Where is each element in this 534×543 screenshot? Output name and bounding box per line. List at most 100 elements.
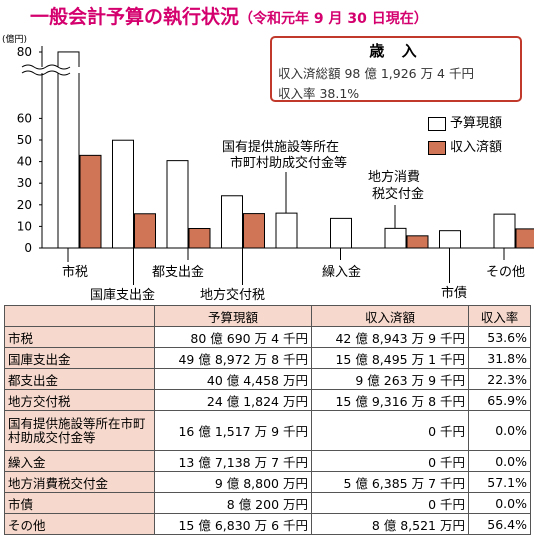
legend-item-budget: 予算現額 <box>428 112 502 131</box>
row-revenue: 8 億 8,521 万円 <box>311 513 469 535</box>
title-main: 一般会計予算の執行状況 <box>30 6 240 28</box>
category-label-line1: 地方消費 <box>368 169 420 185</box>
bar-budget <box>221 195 243 249</box>
legend-swatch-revenue <box>428 140 446 155</box>
table-row: 国庫支出金 49 億 8,972 万 8 千円 15 億 8,495 万 1 千円 3… <box>4 347 531 369</box>
row-revenue: 0 千円 <box>311 450 469 472</box>
y-tick-label: 10 <box>17 219 32 233</box>
bar-budget <box>112 139 134 249</box>
table-row: 市税 80 億 690 万 4 千円 42 億 8,943 万 9 千円 53.6% <box>4 326 531 348</box>
execution-table: 予算現額 収入済額 収入率 市税 80 億 690 万 4 千円 42 億 8,94… <box>4 305 531 535</box>
category-label: その他 <box>486 265 525 280</box>
bar-revenue <box>134 213 156 249</box>
table-header-row: 予算現額 収入済額 収入率 <box>4 305 531 327</box>
row-rate: 0.0% <box>468 450 531 472</box>
category-label: 地方交付税 <box>200 287 265 303</box>
row-rate: 0.0% <box>468 410 531 451</box>
row-rate: 0.0% <box>468 492 531 514</box>
table-row: 市債 8 億 200 万円 0 千円 0.0% <box>4 492 531 514</box>
row-label: 地方交付税 <box>4 389 155 411</box>
row-revenue: 0 千円 <box>311 410 469 451</box>
axis-break-line <box>21 70 71 76</box>
row-label: 繰入金 <box>4 450 155 472</box>
axis-break-line <box>21 64 71 70</box>
row-budget: 80 億 690 万 4 千円 <box>154 326 312 348</box>
bar-revenue <box>515 228 534 249</box>
bar-revenue <box>79 154 102 249</box>
y-tick-label: 20 <box>17 198 32 212</box>
table-row: 国有提供施設等所在市町村助成交付金等 16 億 1,517 万 9 千円 0 千円 0… <box>4 410 531 451</box>
row-rate: 53.6% <box>468 326 531 348</box>
bar-revenue <box>243 213 265 249</box>
bar-budget <box>275 212 298 249</box>
row-rate: 31.8% <box>468 347 531 369</box>
y-tick-label: 50 <box>17 133 32 147</box>
bar-budget <box>439 230 461 249</box>
revenue-heading: 歳 入 <box>369 42 423 60</box>
bar-budget <box>57 51 80 249</box>
category-label: 国庫支出金 <box>90 287 155 303</box>
table-row: その他 15 億 6,830 万 6 千円 8 億 8,521 万円 56.4% <box>4 513 531 535</box>
row-label: 市税 <box>4 326 155 348</box>
row-budget: 40 億 4,458 万円 <box>154 368 312 390</box>
legend-label-revenue: 収入済額 <box>450 140 503 155</box>
header-blank <box>4 305 155 327</box>
bar-budget <box>166 160 189 249</box>
y-tick-label: 60 <box>17 111 32 125</box>
category-label-line2: 市町村助成交付金等 <box>230 155 347 171</box>
category-label: 市債 <box>441 285 467 301</box>
row-revenue: 5 億 6,385 万 7 千円 <box>311 471 469 493</box>
category-label: 繰入金 <box>322 264 361 280</box>
category-label: 都支出金 <box>152 264 204 280</box>
row-label: 地方消費税交付金 <box>4 471 155 493</box>
row-rate: 65.9% <box>468 389 531 411</box>
row-budget: 13 億 7,138 万 7 千円 <box>154 450 312 472</box>
row-rate: 56.4% <box>468 513 531 535</box>
revenue-summary-box: 歳 入 収入済総額 98 億 1,926 万 4 千円 収入率 38.1% <box>270 36 522 102</box>
bar-budget <box>330 217 352 249</box>
row-budget: 16 億 1,517 万 9 千円 <box>154 410 312 451</box>
row-label: 市債 <box>4 492 155 514</box>
row-label: 国庫支出金 <box>4 347 155 369</box>
revenue-rate: 収入率 38.1% <box>278 86 360 101</box>
title-sub: （令和元年 9 月 30 日現在） <box>239 11 428 27</box>
row-rate: 57.1% <box>468 471 531 493</box>
row-label: 国有提供施設等所在市町村助成交付金等 <box>4 410 155 451</box>
table-row: 繰入金 13 億 7,138 万 7 千円 0 千円 0.0% <box>4 450 531 472</box>
row-budget: 24 億 1,824 万円 <box>154 389 312 411</box>
row-budget: 15 億 6,830 万 6 千円 <box>154 513 312 535</box>
bar-revenue <box>406 235 429 249</box>
row-budget: 9 億 8,800 万円 <box>154 471 312 493</box>
category-label-line2: 税交付金 <box>372 186 424 202</box>
category-label-line1: 国有提供施設等所在 <box>222 139 339 155</box>
y-axis-unit: (億円) <box>2 33 27 45</box>
row-label: その他 <box>4 513 155 535</box>
bar-revenue <box>188 227 211 249</box>
y-tick-label: 80 <box>17 45 32 59</box>
y-tick-label: 40 <box>17 155 32 169</box>
table-row: 都支出金 40 億 4,458 万円 9 億 263 万 9 千円 22.3% <box>4 368 531 390</box>
header-rate: 収入率 <box>468 305 531 327</box>
table-row: 地方消費税交付金 9 億 8,800 万円 5 億 6,385 万 7 千円 57.1… <box>4 471 531 493</box>
header-budget: 予算現額 <box>154 305 312 327</box>
y-tick-label: 30 <box>17 176 32 190</box>
row-revenue: 0 千円 <box>311 492 469 514</box>
category-label: 市税 <box>62 264 88 280</box>
table-row: 地方交付税 24 億 1,824 万円 15 億 9,316 万 8 千円 65.9% <box>4 389 531 411</box>
row-budget: 8 億 200 万円 <box>154 492 312 514</box>
row-revenue: 15 億 8,495 万 1 千円 <box>311 347 469 369</box>
row-label: 都支出金 <box>4 368 155 390</box>
row-revenue: 15 億 9,316 万 8 千円 <box>311 389 469 411</box>
header-revenue: 収入済額 <box>311 305 469 327</box>
bar-budget <box>493 213 516 249</box>
legend-item-revenue: 収入済額 <box>428 136 502 155</box>
bar-budget <box>384 227 407 249</box>
page-title: 一般会計予算の執行状況（令和元年 9 月 30 日現在） <box>30 2 428 29</box>
revenue-total: 収入済総額 98 億 1,926 万 4 千円 <box>278 66 474 81</box>
row-revenue: 42 億 8,943 万 9 千円 <box>311 326 469 348</box>
axis-break-gap <box>22 67 81 73</box>
row-rate: 22.3% <box>468 368 531 390</box>
legend-swatch-budget <box>428 116 446 131</box>
row-budget: 49 億 8,972 万 8 千円 <box>154 347 312 369</box>
